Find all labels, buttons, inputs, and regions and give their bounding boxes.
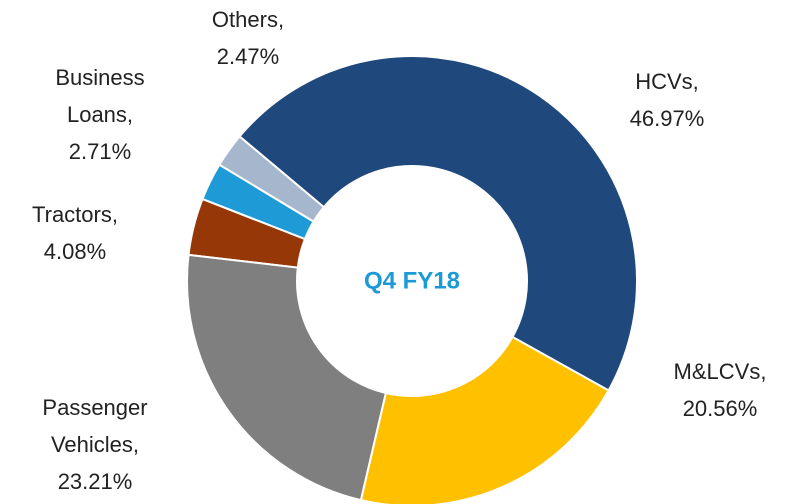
- donut-segment: [186, 253, 388, 502]
- data-label: HCVs, 46.97%: [607, 63, 727, 137]
- data-label: Business Loans, 2.71%: [40, 59, 160, 170]
- donut-segment: [359, 335, 610, 504]
- label-value: 2.71%: [68, 139, 132, 164]
- center-label: Q4 FY18: [364, 267, 460, 294]
- donut-segment: [201, 163, 315, 241]
- label-category: HCVs,: [635, 69, 699, 94]
- label-category: Others,: [211, 7, 285, 32]
- label-category: Tractors,: [32, 202, 118, 227]
- label-value: 23.21%: [57, 469, 133, 494]
- label-category: Passenger Vehicles,: [42, 395, 148, 457]
- label-category: M&LCVs,: [673, 359, 767, 384]
- label-value: 2.47%: [216, 44, 280, 69]
- label-value: 4.08%: [43, 239, 107, 264]
- data-label: M&LCVs, 20.56%: [660, 353, 780, 427]
- donut-segment: [238, 55, 638, 392]
- data-label: Tractors, 4.08%: [15, 196, 135, 270]
- donut-segment: [187, 197, 307, 269]
- data-label: Passenger Vehicles, 23.21%: [10, 389, 180, 500]
- label-category: Business Loans,: [55, 65, 145, 127]
- label-value: 46.97%: [629, 106, 705, 131]
- data-label: Others, 2.47%: [188, 1, 308, 75]
- label-value: 20.56%: [682, 396, 758, 421]
